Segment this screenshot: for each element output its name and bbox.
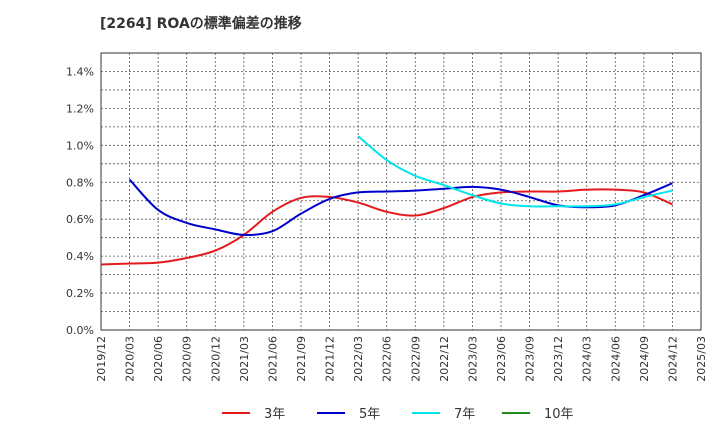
x-tick-label: 2023/06 [495, 336, 508, 382]
y-tick-label: 1.4% [66, 65, 94, 78]
y-tick-label: 0.8% [66, 176, 94, 189]
x-tick-label: 2022/06 [381, 336, 394, 382]
x-tick-label: 2023/03 [466, 336, 479, 382]
x-tick-label: 2024/06 [609, 336, 622, 382]
x-tick-label: 2024/09 [638, 336, 651, 382]
series-line-3 [357, 135, 673, 208]
plot-area: 0.0% 0.2% 0.4% 0.6% 0.8% 1.0% 1.2% 1.4% 2019/12 2… [66, 52, 708, 382]
x-tick-label: 2021/12 [324, 336, 337, 382]
x-tick-label: 2024/12 [666, 336, 679, 382]
x-tick-label: 2020/12 [209, 336, 222, 382]
legend: 3年 5年 7年 10年 [222, 407, 574, 422]
y-tick-label: 0.0% [66, 324, 94, 337]
y-tick-label: 0.4% [66, 250, 94, 263]
x-tick-label: 2024/03 [581, 336, 594, 382]
x-tick-label: 2025/03 [695, 336, 708, 382]
x-tick-label: 2023/12 [552, 336, 565, 382]
x-tick-label: 2020/06 [152, 336, 165, 382]
y-tick-label: 1.2% [66, 102, 94, 115]
legend-label-4: 10年 [544, 407, 574, 422]
x-tick-label: 2022/12 [438, 336, 451, 382]
legend-label-1: 3年 [264, 407, 285, 422]
x-tick-label: 2020/03 [124, 336, 137, 382]
x-tick-label: 2022/03 [352, 336, 365, 382]
x-tick-label: 2021/03 [238, 336, 251, 382]
legend-label-2: 5年 [359, 407, 380, 422]
x-tick-label: 2021/06 [266, 336, 279, 382]
x-tick-label: 2022/09 [409, 336, 422, 382]
x-tick-label: 2019/12 [95, 336, 108, 382]
x-tick-label: 2023/09 [524, 336, 537, 382]
plot-border [100, 52, 702, 331]
y-tick-label: 0.6% [66, 213, 94, 226]
legend-label-3: 7年 [454, 407, 475, 422]
x-tick-label: 2021/09 [295, 336, 308, 382]
series-line-1 [100, 188, 673, 266]
y-tick-label: 0.2% [66, 287, 94, 300]
x-tick-label: 2020/09 [181, 336, 194, 382]
chart-title: [2264] ROAの標準偏差の推移 [100, 15, 302, 32]
y-tick-label: 1.0% [66, 139, 94, 152]
